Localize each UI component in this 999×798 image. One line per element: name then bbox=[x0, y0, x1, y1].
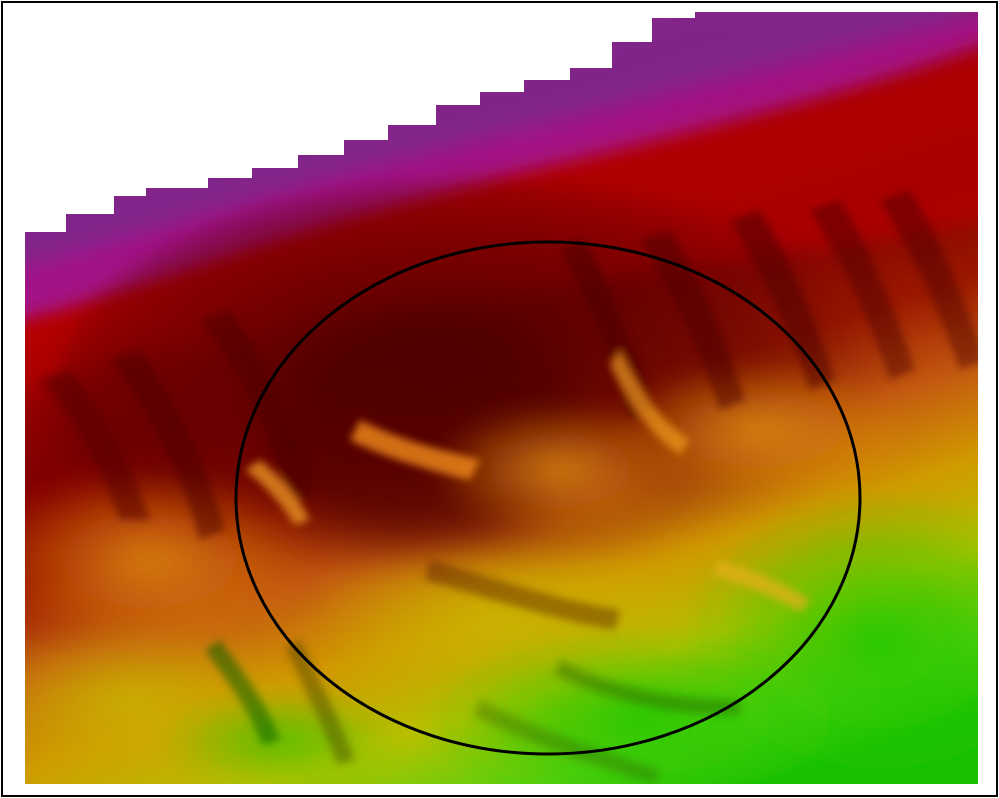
highlight-ellipse bbox=[234, 240, 862, 756]
purple-band bbox=[25, 12, 978, 270]
